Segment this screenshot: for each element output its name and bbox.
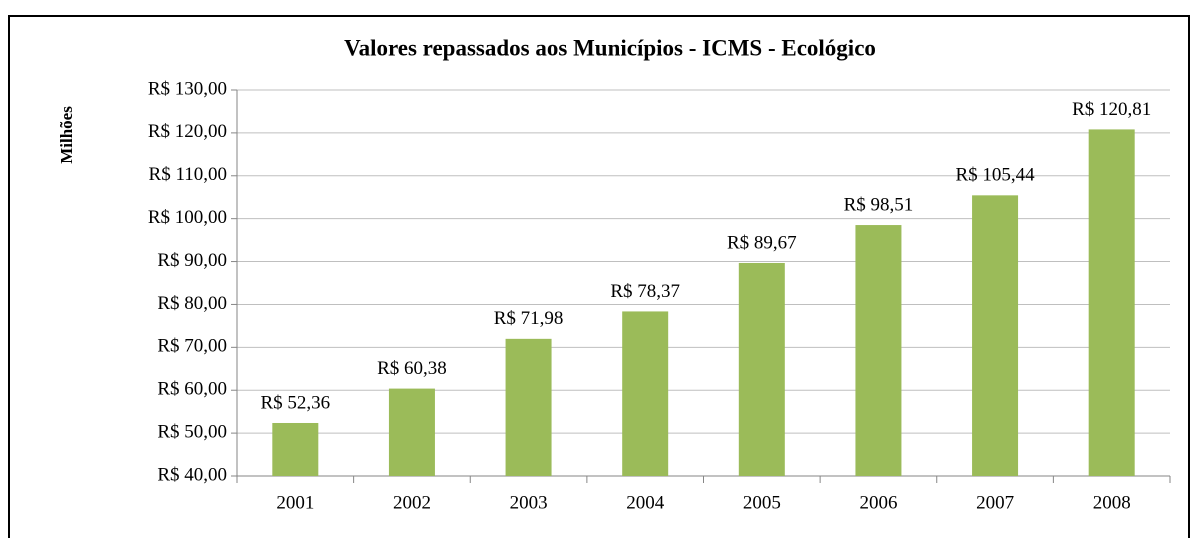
value-label: R$ 98,51 [844, 194, 914, 215]
value-label: R$ 120,81 [1072, 99, 1151, 120]
bar [505, 338, 552, 476]
bar [622, 311, 669, 476]
y-tick-label: R$ 70,00 [157, 336, 227, 357]
x-tick-label: 2008 [1093, 492, 1131, 513]
y-tick-label: R$ 100,00 [148, 207, 227, 228]
value-label: R$ 78,37 [610, 281, 680, 302]
x-tick-label: 2007 [976, 492, 1014, 513]
x-tick-label: 2003 [510, 492, 548, 513]
x-tick-label: 2005 [743, 492, 781, 513]
y-tick-label: R$ 130,00 [148, 78, 227, 99]
y-tick-label: R$ 60,00 [157, 379, 227, 400]
chart-border [8, 15, 1190, 538]
bar [272, 422, 319, 476]
bar [972, 195, 1019, 476]
y-axis-label: Milhões [57, 106, 76, 164]
y-tick-label: R$ 40,00 [157, 464, 227, 485]
value-label: R$ 52,36 [260, 392, 330, 413]
x-tick-label: 2001 [276, 492, 314, 513]
x-tick-label: 2006 [859, 492, 897, 513]
y-tick-label: R$ 110,00 [149, 164, 227, 185]
y-tick-label: R$ 90,00 [157, 250, 227, 271]
value-label: R$ 105,44 [955, 165, 1035, 186]
value-label: R$ 89,67 [727, 232, 797, 253]
y-tick-label: R$ 120,00 [148, 121, 227, 142]
x-tick-label: 2004 [626, 492, 665, 513]
bar [1088, 129, 1135, 476]
x-tick-label: 2002 [393, 492, 431, 513]
chart-title: Valores repassados aos Municípios - ICMS… [344, 35, 876, 60]
y-tick-label: R$ 50,00 [157, 421, 227, 442]
bar [388, 388, 435, 476]
bar [855, 225, 902, 476]
y-tick-label: R$ 80,00 [157, 293, 227, 314]
bar [738, 262, 785, 476]
value-label: R$ 60,38 [377, 358, 447, 379]
value-label: R$ 71,98 [494, 308, 564, 329]
